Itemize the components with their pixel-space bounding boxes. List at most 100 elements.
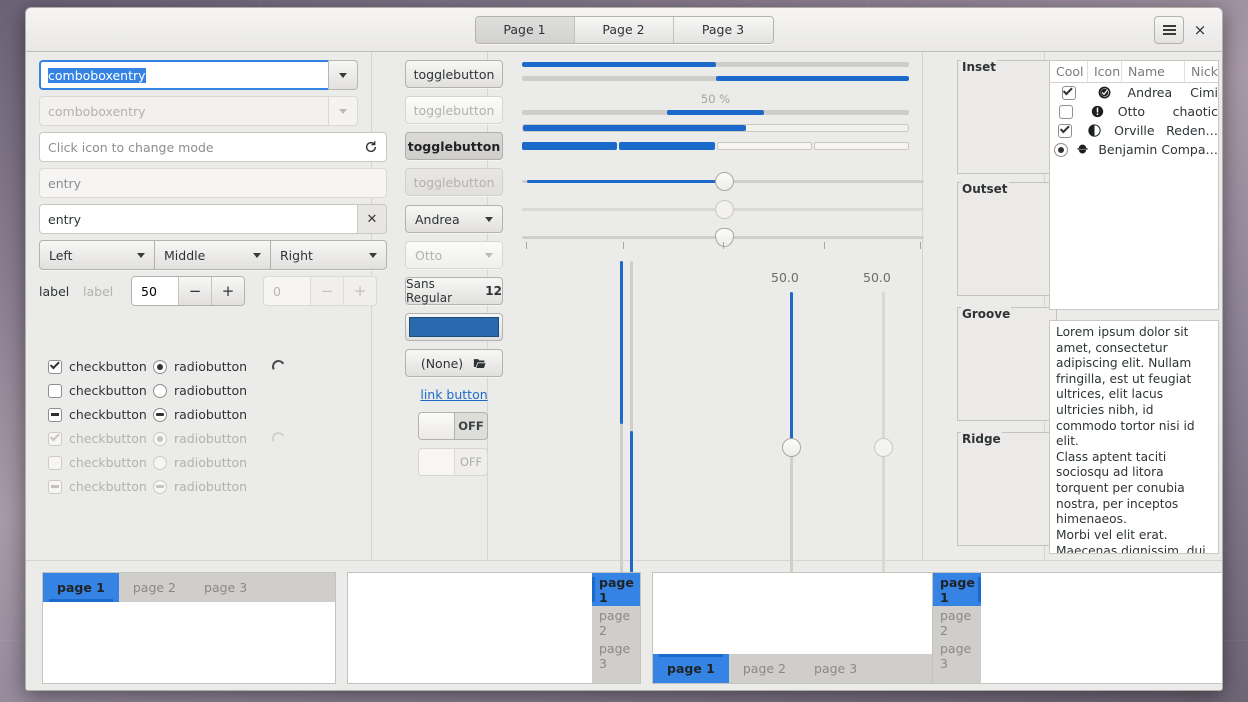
row-nick-cell: Reden… [1166,123,1218,138]
combo-left[interactable]: Left [39,240,155,270]
checkbutton-6-label: checkbutton [69,479,147,494]
radio-icon[interactable] [153,359,167,374]
notebook-bottom-tab-2[interactable]: page 2 [742,661,787,676]
menu-button[interactable] [1154,16,1184,44]
vscale-handle[interactable] [874,438,893,457]
treeview[interactable]: Cool Icon Name Nick Andrea [1049,60,1219,310]
checkbox-icon[interactable] [1061,85,1076,100]
switch-knob[interactable] [419,413,455,439]
scale-handle[interactable] [714,200,734,219]
tab-page-3[interactable]: Page 3 [673,16,773,43]
link-button[interactable]: link button [420,387,488,402]
radiobutton-5-label: radiobutton [174,455,248,470]
entry-icon-mode[interactable]: Click icon to change mode [39,132,387,162]
scale-handle[interactable] [714,172,734,191]
column-header-icon[interactable]: Icon [1088,61,1122,82]
notebook-top-tab-2[interactable]: page 2 [132,580,177,595]
row-cool-cell[interactable] [1050,104,1083,119]
column-header-nick[interactable]: Nick [1191,64,1218,79]
spinbutton-enabled[interactable]: 50 − + [131,276,245,306]
notebook-left-tab-3[interactable]: page 3 [940,640,972,671]
notebook-top-tab-1[interactable]: page 1 [43,573,119,602]
vscale-track[interactable] [620,261,623,598]
radiobutton-3[interactable]: radiobutton [153,407,263,422]
checkbox-icon[interactable] [48,407,62,422]
spinbutton-minus[interactable]: − [178,277,211,305]
spinbutton-value[interactable]: 50 [132,277,178,305]
radio-icon[interactable] [153,407,167,422]
scale-plain[interactable] [522,198,924,220]
togglebutton-3[interactable]: togglebutton [405,132,503,160]
checkbox-icon[interactable] [1058,123,1073,138]
tab-page-1[interactable]: Page 1 [475,16,575,43]
stack-switcher[interactable]: Page 1 Page 2 Page 3 [474,15,774,44]
table-row[interactable]: Andrea Cimi [1050,83,1218,102]
table-row[interactable]: Benjamin Compa… [1050,140,1218,159]
notebook-right-tabstrip[interactable]: page 1 page 2 page 3 [592,573,640,683]
notebook-top-tabstrip[interactable]: page 1 page 2 page 3 [43,573,335,602]
vscale-value-a[interactable] [782,292,802,602]
row-cool-cell[interactable] [1050,142,1072,157]
scale-marks[interactable] [522,226,924,256]
checkbutton-1[interactable]: checkbutton [48,359,153,374]
row-cool-cell[interactable] [1050,85,1088,100]
entry-with-clear[interactable]: entry ✕ [39,204,387,234]
notebook-right-tab-1[interactable]: page 1 [592,573,640,606]
column-header-cool[interactable]: Cool [1050,61,1088,82]
notebook-bottom-tab-1[interactable]: page 1 [653,654,729,683]
checkbox-icon[interactable] [48,359,62,374]
frame-outset-label: Outset [961,182,1009,196]
radiobutton-1[interactable]: radiobutton [153,359,263,374]
notebook-right-tab-3[interactable]: page 3 [599,640,631,671]
notebook-left-tabstrip[interactable]: page 1 page 2 page 3 [933,573,981,683]
vscale-fill [620,261,623,424]
notebook-bottom-tabstrip[interactable]: page 1 page 2 page 3 [653,654,945,683]
notebook-top-tab-3[interactable]: page 3 [204,580,248,595]
scale-with-fill[interactable] [522,170,924,192]
notebook-right-tab-2[interactable]: page 2 [599,607,631,638]
chevron-down-icon[interactable] [328,60,358,90]
vscale-handle[interactable] [782,438,801,457]
notebook-bottom-tab-3[interactable]: page 3 [814,661,858,676]
checkbutton-3[interactable]: checkbutton [48,407,153,422]
comboboxentry-focused[interactable]: comboboxentry [39,60,358,90]
tab-page-2[interactable]: Page 2 [574,16,674,43]
color-button[interactable] [405,313,503,341]
row-cool-cell[interactable] [1050,123,1081,138]
switch-enabled[interactable]: OFF [418,412,488,440]
notebook-left-tab-2[interactable]: page 2 [940,607,972,638]
comboboxentry-input[interactable]: comboboxentry [39,60,328,90]
checkbutton-2[interactable]: checkbutton [48,383,153,398]
togglebutton-1[interactable]: togglebutton [405,60,503,88]
radio-icon[interactable] [1054,142,1069,157]
checkbox-icon[interactable] [1059,104,1074,119]
refresh-icon[interactable] [364,140,378,154]
combo-andrea[interactable]: Andrea [405,205,503,233]
entry-with-clear-value[interactable]: entry [39,204,357,234]
combo-right[interactable]: Right [271,240,387,270]
radio-icon[interactable] [153,383,167,398]
file-chooser-button[interactable]: (None) [405,349,503,377]
combo-middle[interactable]: Middle [155,240,271,270]
textview[interactable]: Lorem ipsum dolor sit amet, consectetur … [1049,320,1219,554]
notebook-tabs-top[interactable]: page 1 page 2 page 3 [42,572,336,684]
vscale-value-b[interactable] [874,292,894,602]
column-header-name[interactable]: Name [1122,61,1185,82]
table-row[interactable]: Orville Reden… [1050,121,1218,140]
clear-icon[interactable]: ✕ [357,204,387,234]
notebook-tabs-left[interactable]: page 1 page 2 page 3 [932,572,1222,684]
spinbutton-plus[interactable]: + [211,277,244,305]
notebook-left-tab-1[interactable]: page 1 [933,573,981,606]
table-row[interactable]: Otto chaotic [1050,102,1218,121]
close-icon[interactable]: × [1193,21,1207,39]
notebook-tabs-right[interactable]: page 1 page 2 page 3 [347,572,641,684]
row-name-cell: Orville [1114,123,1155,138]
notebook-tabs-bottom[interactable]: page 1 page 2 page 3 [652,572,946,684]
radiobutton-2[interactable]: radiobutton [153,383,263,398]
vscale-fill[interactable] [626,257,638,602]
scale-handle[interactable] [714,228,734,247]
vscale-track[interactable] [630,261,633,598]
vscale-inverted[interactable] [616,257,628,602]
checkbox-icon[interactable] [48,383,62,398]
font-button[interactable]: Sans Regular 12 [405,277,503,305]
